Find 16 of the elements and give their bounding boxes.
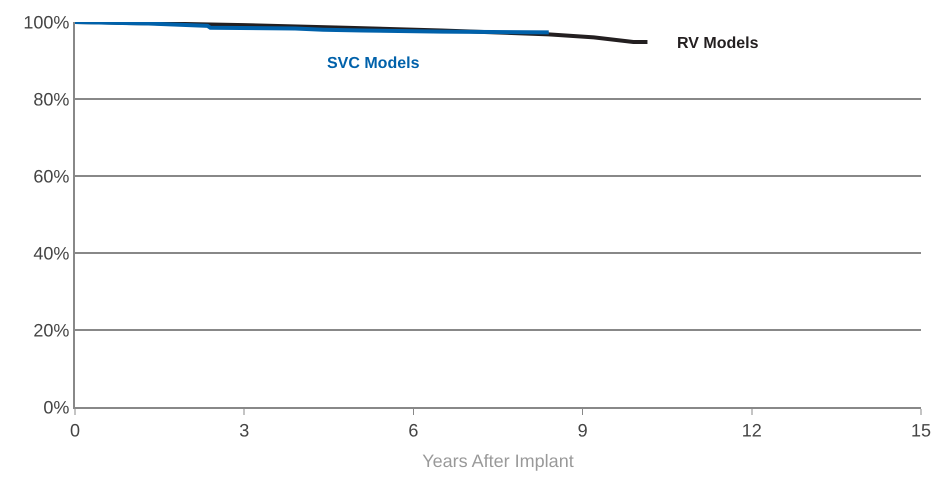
y-tick-label: 80% — [33, 89, 70, 110]
series-label: SVC Models — [327, 55, 420, 72]
x-tick-label: 3 — [239, 420, 250, 441]
y-tick-label: 60% — [33, 166, 70, 186]
x-tick-label: 6 — [408, 420, 418, 441]
x-tick-label: 0 — [70, 420, 80, 441]
line-series — [75, 22, 551, 34]
x-tick-label: 15 — [910, 420, 932, 441]
x-tick-label: 12 — [742, 420, 762, 441]
x-tick-label: 9 — [578, 420, 588, 441]
y-tick-label: 0% — [43, 397, 70, 418]
y-tick-label: 100% — [23, 12, 70, 32]
y-tick-label: 20% — [33, 320, 70, 340]
series-label: RV Models — [677, 35, 759, 52]
x-axis-title: Years After Implant — [422, 451, 574, 472]
y-tick-label: 40% — [33, 243, 70, 264]
